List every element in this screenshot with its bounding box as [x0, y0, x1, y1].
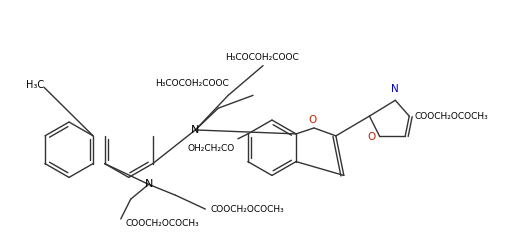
Text: COOCH₂OCOCH₃: COOCH₂OCOCH₃ [414, 112, 488, 120]
Text: O: O [367, 132, 375, 142]
Text: COOCH₂OCOCH₃: COOCH₂OCOCH₃ [126, 220, 199, 228]
Text: N: N [191, 125, 200, 135]
Text: COOCH₂OCOCH₃: COOCH₂OCOCH₃ [210, 204, 284, 214]
Text: OH₂CH₂CO: OH₂CH₂CO [188, 144, 235, 153]
Text: N: N [392, 84, 399, 94]
Text: H₃COCOH₂COOC: H₃COCOH₂COOC [156, 79, 229, 88]
Text: O: O [308, 115, 316, 125]
Text: H₃COCOH₂COOC: H₃COCOH₂COOC [225, 53, 299, 62]
Text: N: N [145, 179, 153, 189]
Text: H₃C: H₃C [26, 80, 45, 90]
